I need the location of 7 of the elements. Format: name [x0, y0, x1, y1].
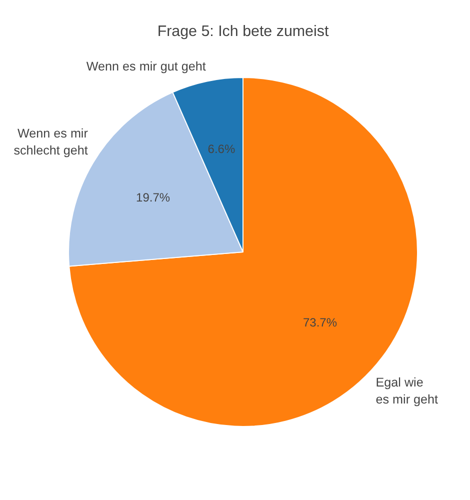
slice-label: Wenn es mir schlecht geht: [14, 126, 88, 158]
slice-label: Egal wie es mir geht: [376, 375, 439, 406]
chart-title: Frage 5: Ich bete zumeist: [157, 23, 330, 40]
data-label: 19.7%: [136, 190, 170, 205]
data-label: 6.6%: [208, 142, 236, 156]
slice-label: Wenn es mir gut geht: [86, 59, 206, 74]
data-label: 73.7%: [302, 315, 338, 330]
